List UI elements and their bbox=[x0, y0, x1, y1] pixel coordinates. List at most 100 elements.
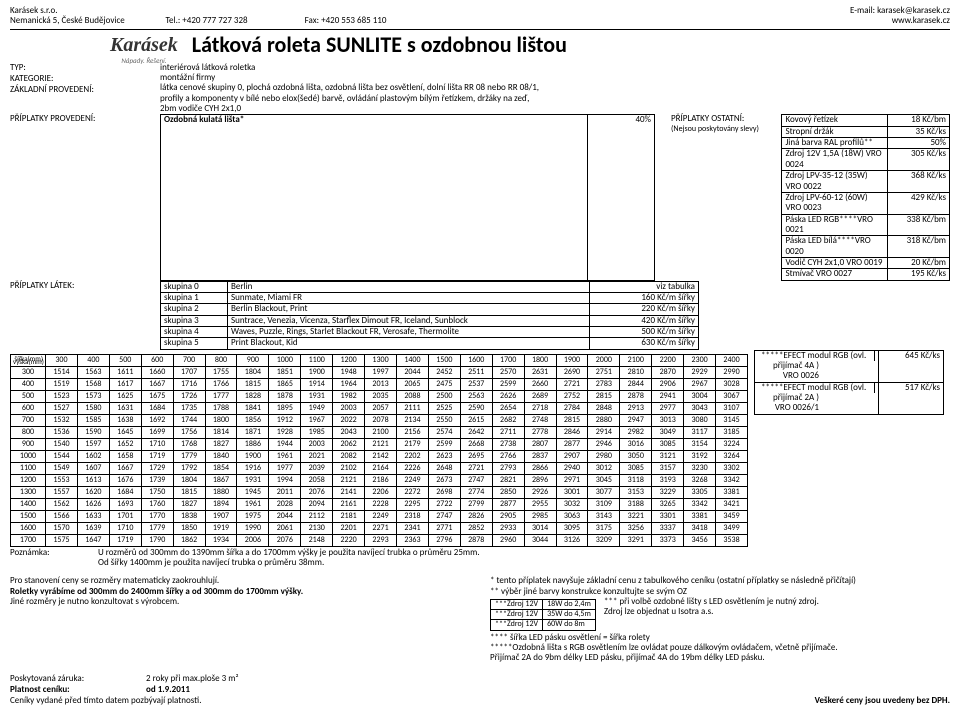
price-cell: 2815 bbox=[556, 414, 588, 426]
price-cell: 2796 bbox=[428, 534, 460, 546]
price-cell: 2698 bbox=[428, 486, 460, 498]
price-cell: 1867 bbox=[205, 474, 237, 486]
price-cell: 2202 bbox=[396, 450, 428, 462]
price-cell: 1699 bbox=[141, 426, 173, 438]
price-cell: 1692 bbox=[141, 414, 173, 426]
width-header: 1400 bbox=[396, 354, 428, 366]
price-cell: 1886 bbox=[237, 438, 269, 450]
price-cell: 2511 bbox=[460, 366, 492, 378]
price-cell: 2982 bbox=[620, 426, 652, 438]
price-cell: 2044 bbox=[269, 510, 301, 522]
price-cell: 1850 bbox=[173, 522, 205, 534]
price-cell: 2039 bbox=[301, 462, 333, 474]
price-cell: 1919 bbox=[205, 522, 237, 534]
price-cell: 2228 bbox=[365, 498, 397, 510]
price-cell: 2960 bbox=[492, 534, 524, 546]
typ-label: TYP: bbox=[10, 63, 160, 73]
price-cell: 1633 bbox=[77, 510, 109, 522]
fax-value: +420 553 685 110 bbox=[321, 15, 386, 26]
footer-note: Ceníky vydané před tímto datem pozbývají… bbox=[10, 696, 201, 706]
power-cell: 60W do 8m bbox=[543, 620, 596, 630]
width-header: 1900 bbox=[556, 354, 588, 366]
price-cell: 1815 bbox=[237, 378, 269, 390]
price-cell: 1792 bbox=[173, 462, 205, 474]
price-cell: 2078 bbox=[365, 414, 397, 426]
price-cell: 2148 bbox=[301, 534, 333, 546]
price-cell: 2130 bbox=[301, 522, 333, 534]
price-cell: 1549 bbox=[46, 462, 78, 474]
price-cell: 1914 bbox=[301, 378, 333, 390]
price-cell: 2689 bbox=[524, 390, 556, 402]
price-table: šířka(mm)výška(mm)3004005006007008009001… bbox=[10, 354, 748, 547]
price-cell: 2111 bbox=[396, 402, 428, 414]
price-cell: 3421 bbox=[716, 498, 748, 510]
price-cell: 2156 bbox=[396, 426, 428, 438]
side-item: Zdroj LPV-35-12 (35W) VRO 0022368 Kč/ks bbox=[781, 171, 950, 193]
price-cell: 1645 bbox=[109, 426, 141, 438]
price-cell: 1750 bbox=[141, 486, 173, 498]
price-cell: 1945 bbox=[237, 486, 269, 498]
price-cell: 1716 bbox=[173, 378, 205, 390]
price-cell: 2249 bbox=[365, 510, 397, 522]
price-cell: 3302 bbox=[716, 462, 748, 474]
power-cell: 35W do 4,5m bbox=[543, 610, 596, 620]
vat-note: Veškeré ceny jsou uvedeny bez DPH. bbox=[815, 696, 950, 706]
email-value: karasek@karasek.cz bbox=[877, 5, 950, 16]
price-cell: 2272 bbox=[396, 486, 428, 498]
price-cell: 1676 bbox=[109, 474, 141, 486]
price-cell: 3001 bbox=[556, 486, 588, 498]
side-item-price: 18 Kč/bm bbox=[888, 115, 949, 125]
price-cell: 1871 bbox=[237, 426, 269, 438]
price-cell: 1540 bbox=[46, 438, 78, 450]
table-note: Poznámka: U rozměrů od 300mm do 1390mm š… bbox=[10, 548, 950, 569]
fax-label: Fax: bbox=[305, 15, 319, 26]
price-cell: 2940 bbox=[556, 462, 588, 474]
company-logo: Karásek Nápady. Řešení. bbox=[110, 34, 178, 65]
power-cell: 18W do 2,4m bbox=[543, 600, 596, 610]
price-cell: 3456 bbox=[684, 534, 716, 546]
side-item: Zdroj 12V 1,5A (18W) VRO 0024305 Kč/ks bbox=[781, 149, 950, 171]
header-bar: Karásek s.r.o. Nemanická 5, České Budějo… bbox=[10, 6, 950, 30]
fabric-surcharges: PŘÍPLATKY LÁTEK:skupina 0Berlinviz tabul… bbox=[10, 281, 950, 350]
price-cell: 3381 bbox=[684, 510, 716, 522]
side-item-price: 20 Kč/bm bbox=[888, 258, 949, 268]
fabric-row: skupina 2Berlin Blackout, Print220 Kč/m … bbox=[10, 304, 950, 315]
price-cell: 3043 bbox=[684, 402, 716, 414]
price-cell: 1514 bbox=[46, 366, 78, 378]
price-cell: 3264 bbox=[716, 450, 748, 462]
price-cell: 3118 bbox=[620, 474, 652, 486]
height-header: 500 bbox=[11, 390, 46, 402]
price-cell: 1652 bbox=[109, 438, 141, 450]
price-cell: 2141 bbox=[333, 486, 365, 498]
price-cell: 1977 bbox=[269, 462, 301, 474]
width-header: 2400 bbox=[716, 354, 748, 366]
price-cell: 2318 bbox=[396, 510, 428, 522]
width-header: 500 bbox=[109, 354, 141, 366]
price-cell: 2721 bbox=[460, 462, 492, 474]
width-header: 1700 bbox=[492, 354, 524, 366]
price-cell: 2774 bbox=[460, 486, 492, 498]
surcharge-text: Ozdobná kulatá lišta* bbox=[160, 114, 588, 280]
price-cell: 2134 bbox=[396, 414, 428, 426]
price-cell: 2654 bbox=[492, 402, 524, 414]
side-item: Stmívač VRO 0027195 Kč/ks bbox=[781, 269, 950, 280]
price-cell: 2990 bbox=[716, 366, 748, 378]
power-cell: ***Zdroj 12V bbox=[491, 620, 543, 630]
price-cell: 2852 bbox=[460, 522, 492, 534]
surcharge-pct: 40% bbox=[588, 114, 655, 280]
price-cell: 2550 bbox=[428, 414, 460, 426]
price-cell: 1523 bbox=[46, 390, 78, 402]
price-cell: 2722 bbox=[428, 498, 460, 510]
side-item-name: Stropní držák bbox=[782, 127, 888, 137]
price-cell: 1607 bbox=[77, 462, 109, 474]
price-cell: 1964 bbox=[333, 378, 365, 390]
side-extra-price: 645 Kč/ks bbox=[879, 351, 943, 382]
fabric-row: skupina 4Waves, Puzzle, Rings, Starlet B… bbox=[10, 327, 950, 338]
width-header: 700 bbox=[173, 354, 205, 366]
price-cell: 2065 bbox=[396, 378, 428, 390]
price-cell: 3085 bbox=[652, 438, 684, 450]
price-cell: 3268 bbox=[684, 474, 716, 486]
price-cell: 3028 bbox=[716, 378, 748, 390]
height-header: 300 bbox=[11, 366, 46, 378]
price-cell: 2751 bbox=[588, 366, 620, 378]
